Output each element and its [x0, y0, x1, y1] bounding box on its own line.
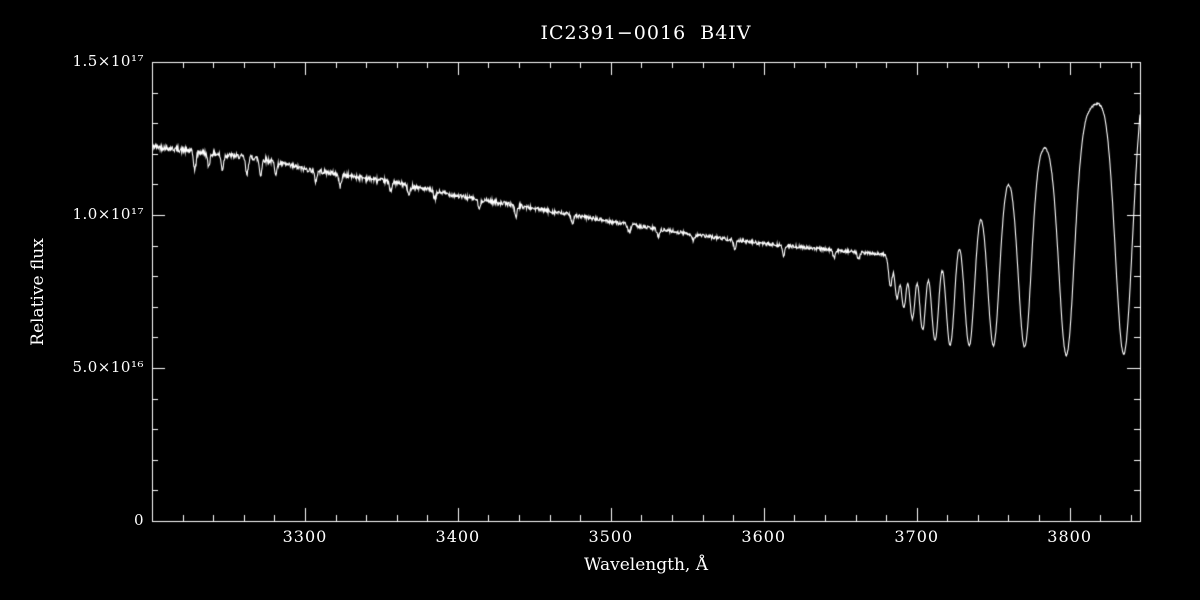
y-tick-label: 0: [133, 511, 144, 529]
x-tick-label: 3700: [894, 527, 940, 546]
chart-title: IC2391−0016 B4IV: [540, 22, 752, 44]
y-tick-label: 5.0×10¹⁶: [72, 358, 144, 376]
x-tick-label: 3300: [282, 527, 328, 546]
x-tick-label: 3600: [741, 527, 787, 546]
x-tick-label: 3400: [435, 527, 481, 546]
x-tick-label: 3800: [1047, 527, 1092, 546]
x-axis-label: Wavelength, Å: [584, 555, 708, 575]
y-tick-label: 1.0×10¹⁷: [72, 205, 144, 223]
x-tick-label: 3500: [588, 527, 634, 546]
y-tick-label: 1.5×10¹⁷: [72, 52, 144, 70]
y-axis-label: Relative flux: [28, 238, 48, 346]
